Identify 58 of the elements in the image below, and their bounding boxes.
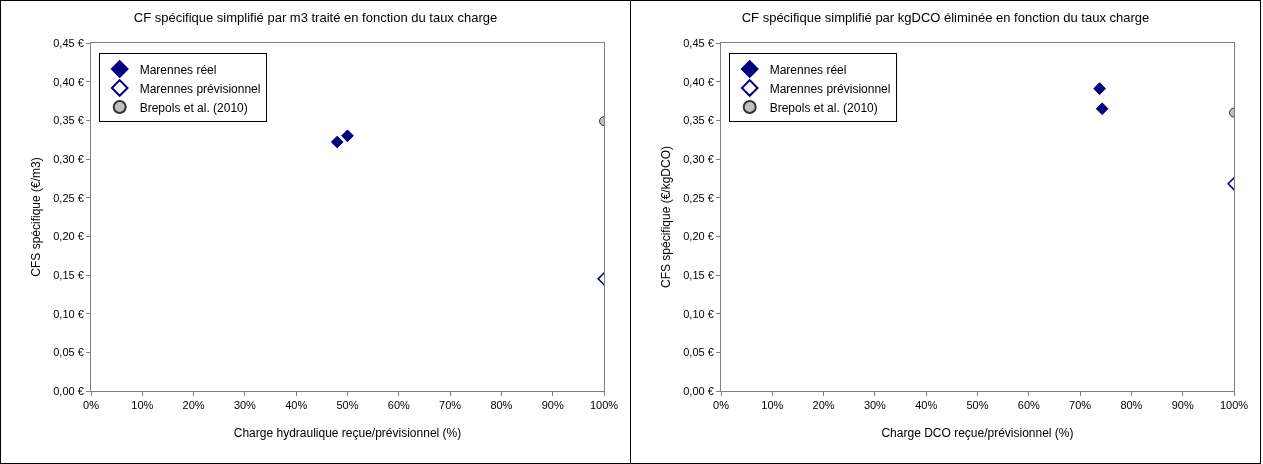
chart-title: CF spécifique simplifié par kgDCO éliminée en fonction du taux charge bbox=[741, 9, 1150, 25]
y-tick-label: 0,20 € bbox=[683, 230, 714, 243]
chart-title: CF spécifique simplifié par m3 traité en fonction du taux charge bbox=[133, 9, 498, 25]
x-tick-label: 70% bbox=[439, 399, 462, 412]
x-tick-label: 40% bbox=[915, 399, 938, 412]
x-tick-label: 60% bbox=[1017, 399, 1041, 412]
x-tick-label: 80% bbox=[490, 399, 513, 412]
x-axis-title: Charge DCO reçue/prévisionnel (%) bbox=[881, 426, 1074, 441]
x-tick-label: 80% bbox=[1120, 399, 1143, 412]
y-tick-label: 0,15 € bbox=[683, 268, 714, 281]
y-tick-label: 0,25 € bbox=[683, 191, 714, 204]
x-tick-label: 10% bbox=[761, 399, 784, 412]
x-tick-label: 60% bbox=[387, 399, 411, 412]
y-tick-label: 0,05 € bbox=[53, 346, 84, 359]
y-tick-label: 0,15 € bbox=[53, 268, 84, 281]
point bbox=[341, 129, 354, 143]
y-tick-label: 0,20 € bbox=[53, 230, 84, 243]
x-tick-label: 0% bbox=[83, 399, 100, 412]
legend-label: Marennes prévisionnel bbox=[769, 81, 891, 96]
x-tick-label: 100% bbox=[589, 399, 619, 412]
x-tick-label: 90% bbox=[1171, 399, 1194, 412]
x-tick-label: 30% bbox=[863, 399, 887, 412]
x-tick-label: 20% bbox=[812, 399, 835, 412]
y-tick-label: 0,00 € bbox=[53, 384, 84, 397]
x-tick-label: 100% bbox=[1219, 399, 1249, 412]
x-tick-label: 20% bbox=[182, 399, 205, 412]
legend-label: Brepols et al. (2010) bbox=[139, 100, 248, 115]
y-tick-label: 0,25 € bbox=[53, 191, 84, 204]
point bbox=[1095, 102, 1109, 116]
y-tick-label: 0,10 € bbox=[683, 307, 714, 320]
y-tick-label: 0,35 € bbox=[53, 114, 84, 127]
y-tick-label: 0,30 € bbox=[53, 152, 84, 165]
y-tick-label: 0,40 € bbox=[53, 75, 84, 88]
y-axis-title: CFS spécifique (€/m3) bbox=[28, 157, 43, 277]
y-tick-label: 0,35 € bbox=[683, 114, 714, 127]
x-tick-label: 0% bbox=[713, 399, 730, 412]
x-axis-title: Charge hydraulique reçue/prévisionnel (%) bbox=[233, 426, 462, 441]
x-tick-label: 90% bbox=[541, 399, 564, 412]
y-tick-label: 0,45 € bbox=[683, 36, 714, 49]
x-tick-label: 50% bbox=[966, 399, 989, 412]
x-tick-label: 40% bbox=[285, 399, 308, 412]
point bbox=[330, 135, 344, 149]
x-tick-label: 30% bbox=[233, 399, 257, 412]
y-axis-title: CFS spécifique (€/kgDCO) bbox=[658, 145, 673, 289]
legend-label: Marennes réel bbox=[139, 62, 217, 77]
legend-label: Marennes prévisionnel bbox=[139, 81, 261, 96]
y-tick-label: 0,45 € bbox=[53, 36, 84, 49]
x-tick-label: 50% bbox=[336, 399, 359, 412]
y-tick-label: 0,00 € bbox=[683, 384, 714, 397]
y-tick-label: 0,10 € bbox=[53, 307, 84, 320]
legend-label: Marennes réel bbox=[769, 62, 847, 77]
legend-label: Brepols et al. (2010) bbox=[769, 100, 878, 115]
x-tick-label: 70% bbox=[1069, 399, 1092, 412]
y-tick-label: 0,05 € bbox=[683, 346, 714, 359]
y-tick-label: 0,40 € bbox=[683, 75, 714, 88]
x-tick-label: 10% bbox=[131, 399, 154, 412]
point bbox=[1093, 82, 1106, 95]
y-tick-label: 0,30 € bbox=[683, 152, 714, 165]
